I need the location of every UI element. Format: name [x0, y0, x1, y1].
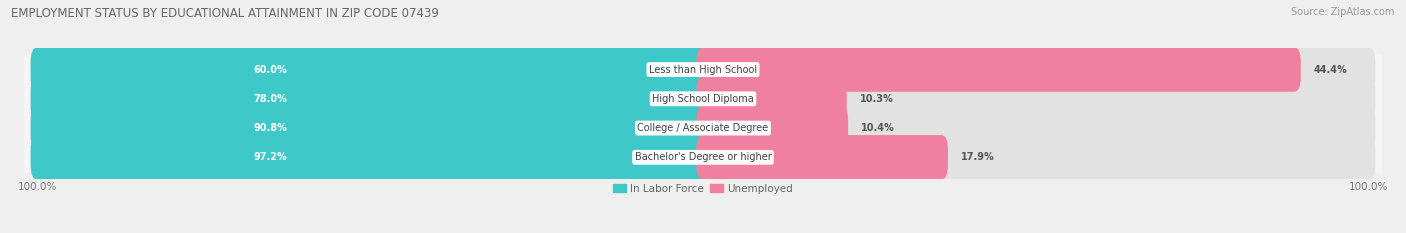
- FancyBboxPatch shape: [24, 54, 1382, 85]
- FancyBboxPatch shape: [24, 142, 1382, 172]
- FancyBboxPatch shape: [31, 47, 1375, 92]
- Text: 17.9%: 17.9%: [962, 152, 995, 162]
- FancyBboxPatch shape: [31, 135, 1375, 180]
- Legend: In Labor Force, Unemployed: In Labor Force, Unemployed: [609, 179, 797, 198]
- Text: Source: ZipAtlas.com: Source: ZipAtlas.com: [1291, 7, 1395, 17]
- Text: 10.3%: 10.3%: [860, 94, 894, 104]
- FancyBboxPatch shape: [24, 113, 1382, 143]
- Text: 60.0%: 60.0%: [253, 65, 287, 75]
- FancyBboxPatch shape: [696, 47, 1301, 92]
- Text: Bachelor's Degree or higher: Bachelor's Degree or higher: [634, 152, 772, 162]
- FancyBboxPatch shape: [31, 77, 1375, 121]
- Text: Less than High School: Less than High School: [650, 65, 756, 75]
- Text: High School Diploma: High School Diploma: [652, 94, 754, 104]
- FancyBboxPatch shape: [31, 106, 710, 150]
- Text: EMPLOYMENT STATUS BY EDUCATIONAL ATTAINMENT IN ZIP CODE 07439: EMPLOYMENT STATUS BY EDUCATIONAL ATTAINM…: [11, 7, 439, 20]
- Text: 44.4%: 44.4%: [1315, 65, 1348, 75]
- Text: 10.4%: 10.4%: [862, 123, 896, 133]
- Text: 78.0%: 78.0%: [253, 94, 287, 104]
- FancyBboxPatch shape: [696, 106, 848, 150]
- Text: College / Associate Degree: College / Associate Degree: [637, 123, 769, 133]
- Text: 97.2%: 97.2%: [253, 152, 287, 162]
- Text: 90.8%: 90.8%: [253, 123, 287, 133]
- FancyBboxPatch shape: [31, 106, 1375, 150]
- FancyBboxPatch shape: [24, 84, 1382, 114]
- FancyBboxPatch shape: [31, 135, 710, 180]
- FancyBboxPatch shape: [696, 77, 846, 121]
- FancyBboxPatch shape: [696, 135, 948, 180]
- FancyBboxPatch shape: [31, 47, 710, 92]
- FancyBboxPatch shape: [31, 77, 710, 121]
